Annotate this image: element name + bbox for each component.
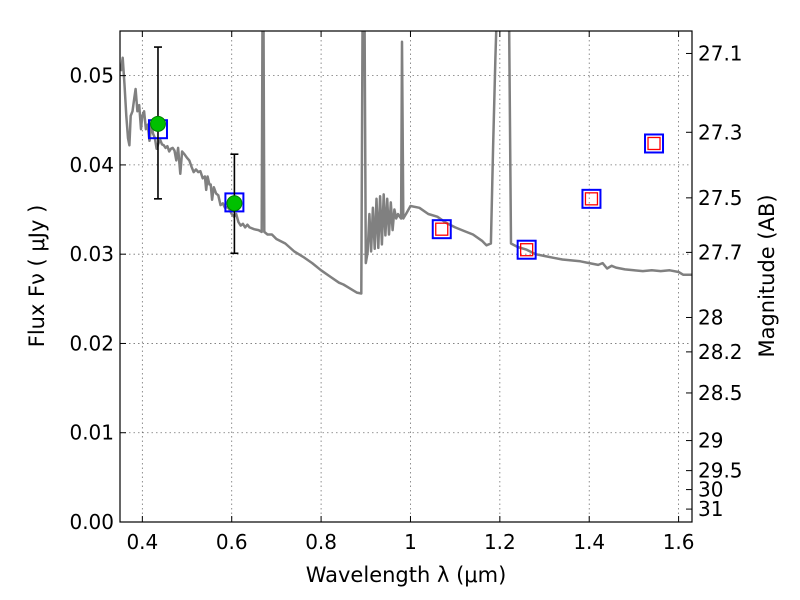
- y-tick-label: 0.00: [69, 510, 114, 534]
- grid-lines: [120, 31, 692, 523]
- plot-area: [120, 31, 692, 295]
- x-tick-label: 1.4: [573, 530, 605, 554]
- x-tick-label: 0.6: [216, 530, 248, 554]
- model-photometry-marker: [516, 239, 537, 260]
- right-tick-label: 31: [698, 497, 723, 521]
- y-axis-label-right: Magnitude (AB): [755, 194, 779, 357]
- synthetic-photometry-marker: [584, 192, 599, 206]
- observed-photometry-point: [149, 115, 166, 132]
- model-photometry-marker: [644, 133, 665, 154]
- right-tick-label: 28: [698, 305, 723, 329]
- right-tick-label: 28.5: [698, 381, 743, 405]
- observed-photometry-point: [226, 195, 243, 212]
- plot-frame: [119, 30, 693, 523]
- model-photometry-marker: [581, 188, 602, 209]
- right-tick-label: 27.7: [698, 240, 743, 264]
- x-tick-label: 0.8: [305, 530, 337, 554]
- model-sed-line: [120, 31, 692, 295]
- x-tick-label: 0.4: [126, 530, 158, 554]
- model-photometry-marker: [431, 219, 452, 240]
- axis-ticks: 0.4 0.6 0.8 1 1.2 1.4 1.6 0.00 0.01 0.02 0.03 0.04 0…: [69, 31, 743, 554]
- right-tick-label: 30: [698, 478, 723, 502]
- synthetic-photometry-marker: [435, 222, 449, 236]
- synthetic-photometry-marker: [520, 243, 534, 257]
- right-tick-label: 28.2: [698, 340, 743, 364]
- y-tick-label: 0.04: [69, 153, 114, 177]
- y-tick-label: 0.02: [69, 331, 114, 355]
- y-axis-label-left: Flux Fν ( μJy ): [25, 205, 49, 348]
- x-tick-label: 1: [404, 530, 417, 554]
- x-tick-label: 1.2: [484, 530, 516, 554]
- right-tick-label: 27.1: [698, 41, 743, 65]
- y-tick-label: 0.01: [69, 421, 114, 445]
- right-tick-label: 29.5: [698, 459, 743, 483]
- right-tick-label: 29: [698, 429, 723, 453]
- right-tick-label: 27.5: [698, 186, 743, 210]
- y-tick-label: 0.05: [69, 64, 114, 88]
- synthetic-photometry-marker: [647, 136, 661, 151]
- x-axis-label: Wavelength λ (μm): [306, 563, 507, 587]
- y-tick-label: 0.03: [69, 242, 114, 266]
- x-tick-label: 1.6: [663, 530, 695, 554]
- right-tick-label: 27.3: [698, 120, 743, 144]
